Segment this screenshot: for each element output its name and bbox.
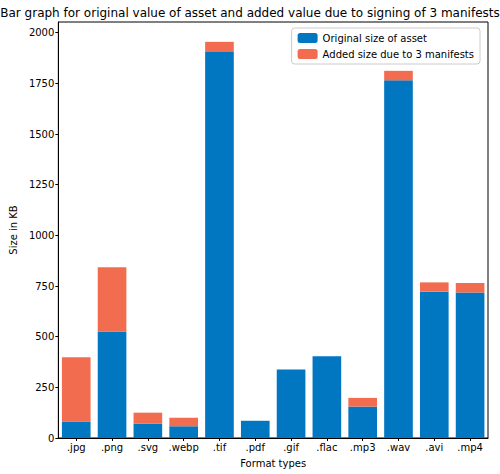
svg-text:.mp3: .mp3	[350, 442, 376, 453]
svg-text:.gif: .gif	[283, 442, 299, 453]
svg-text:.pdf: .pdf	[246, 442, 266, 453]
svg-text:.flac: .flac	[316, 442, 337, 453]
svg-text:1000: 1000	[29, 230, 54, 241]
svg-text:1500: 1500	[29, 129, 54, 140]
svg-text:Original size of asset: Original size of asset	[323, 33, 427, 44]
svg-text:Bar graph for original value o: Bar graph for original value of asset an…	[0, 6, 499, 20]
svg-text:.svg: .svg	[138, 442, 159, 453]
svg-text:500: 500	[35, 331, 54, 342]
svg-text:Added size due to 3 manifests: Added size due to 3 manifests	[323, 49, 474, 60]
svg-text:.wav: .wav	[387, 442, 410, 453]
svg-text:0: 0	[48, 433, 54, 444]
svg-text:750: 750	[35, 281, 54, 292]
svg-text:.webp: .webp	[169, 442, 199, 453]
svg-text:.mp4: .mp4	[457, 442, 483, 453]
svg-text:Size in KB: Size in KB	[8, 205, 19, 255]
svg-text:.jpg: .jpg	[67, 442, 86, 453]
svg-text:Format types: Format types	[240, 458, 306, 469]
svg-text:250: 250	[35, 382, 54, 393]
svg-text:1750: 1750	[29, 78, 54, 89]
svg-text:.avi: .avi	[425, 442, 443, 453]
svg-text:.tif: .tif	[213, 442, 227, 453]
svg-text:.png: .png	[101, 442, 123, 453]
svg-text:2000: 2000	[29, 27, 54, 38]
svg-text:1250: 1250	[29, 179, 54, 190]
